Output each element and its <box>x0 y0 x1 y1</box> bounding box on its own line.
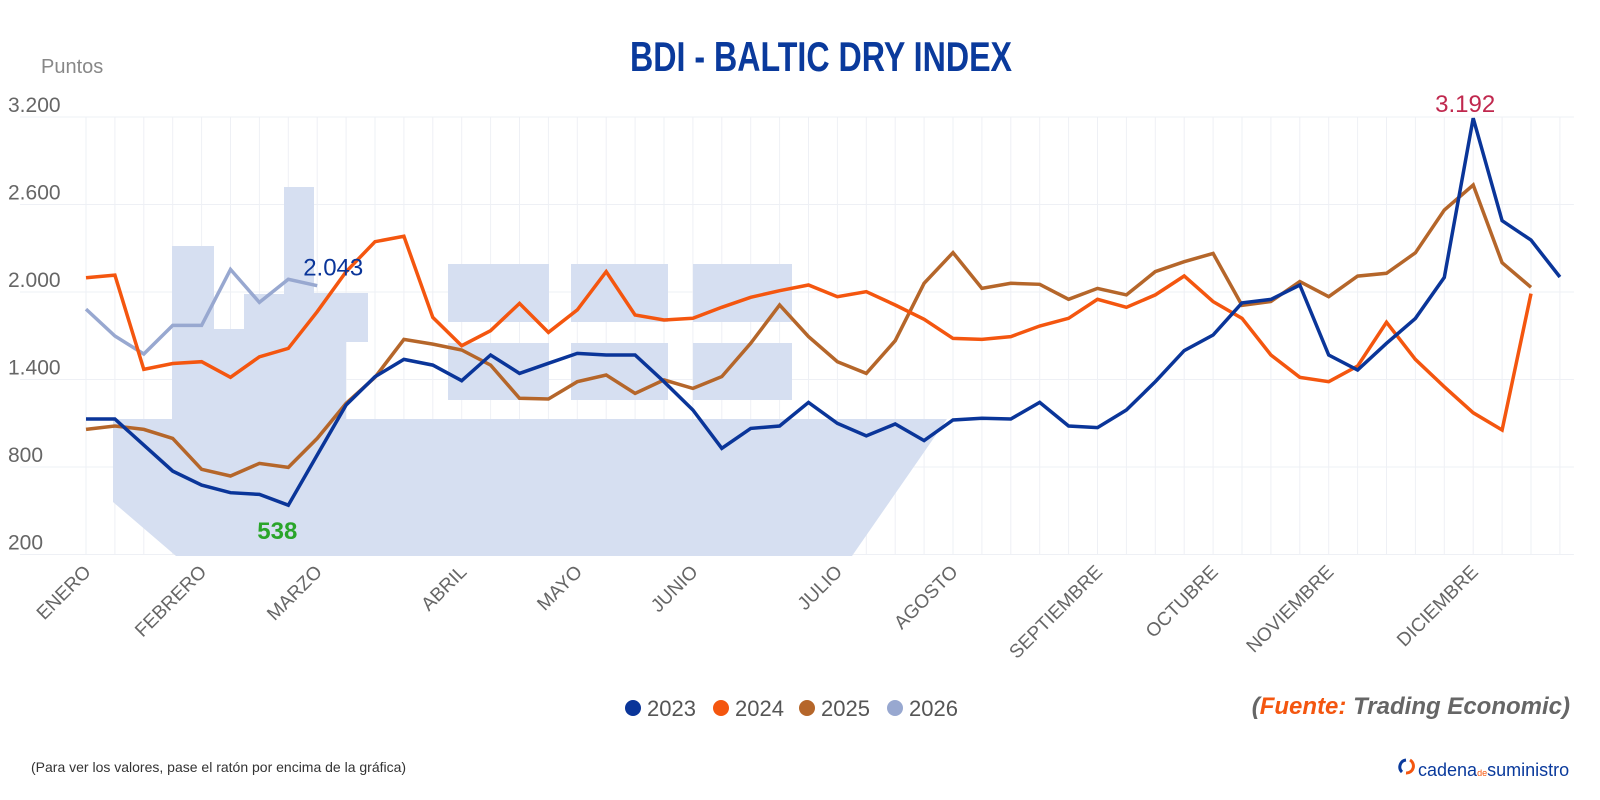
x-tick-label: ENERO <box>33 562 96 625</box>
x-tick-label: MARZO <box>263 562 326 625</box>
x-tick-label: NOVIEMBRE <box>1243 562 1338 657</box>
ship-bridge <box>172 246 214 420</box>
y-tick-label: 1.400 <box>8 357 61 380</box>
ship-bridge <box>214 329 244 420</box>
logo-text: cadenadesuministro <box>1418 760 1569 780</box>
y-tick-label: 2.600 <box>8 182 61 205</box>
series-lines <box>84 117 1562 508</box>
series-line-2023[interactable] <box>86 117 1562 508</box>
series-line-2024[interactable] <box>85 234 1533 433</box>
x-tick-label: AGOSTO <box>890 562 962 634</box>
data-label: 2.043 <box>303 255 363 282</box>
ship-hull <box>113 419 947 556</box>
y-axis-label: Puntos <box>41 56 103 78</box>
source-label: Fuente <box>1260 693 1339 720</box>
legend-marker-2026[interactable] <box>887 700 903 716</box>
ship-container <box>448 264 549 322</box>
chart-title: BDI - BALTIC DRY INDEX <box>630 33 1012 80</box>
x-tick-label: DICIEMBRE <box>1393 562 1483 652</box>
y-tick-label: 2.000 <box>8 269 61 292</box>
y-tick-label: 3.200 <box>8 94 61 117</box>
source-colon: : <box>1338 693 1346 720</box>
ship-bridge <box>314 293 346 420</box>
series-line-2026[interactable] <box>84 266 318 357</box>
x-tick-label: ABRIL <box>418 562 472 616</box>
ship-chimney <box>284 187 314 420</box>
legend-marker-2025[interactable] <box>799 700 815 716</box>
legend-label-2023[interactable]: 2023 <box>647 696 696 721</box>
legend-label-2024[interactable]: 2024 <box>735 696 784 721</box>
legend-label-2025[interactable]: 2025 <box>821 696 870 721</box>
x-tick-label: MAYO <box>533 562 586 615</box>
x-tick-label: JULIO <box>794 562 847 615</box>
x-tick-label: JUNIO <box>647 562 702 617</box>
logo: cadenadesuministro <box>1398 758 1569 780</box>
legend-label-2026[interactable]: 2026 <box>909 696 958 721</box>
logo-arrows-icon <box>1398 758 1415 775</box>
source-text: Trading Economic) <box>1346 693 1570 720</box>
data-label: 3.192 <box>1435 91 1495 118</box>
annotations: 3.192 2.043 538 <box>257 91 1495 545</box>
ship-bridge <box>346 293 368 342</box>
x-tick-label: OCTUBRE <box>1142 562 1223 643</box>
data-label: 538 <box>257 518 297 545</box>
legend-marker-2024[interactable] <box>713 700 729 716</box>
footnote: (Para ver los valores, pase el ratón por… <box>31 759 406 775</box>
ship-watermark <box>113 187 947 556</box>
legend-marker-2023[interactable] <box>625 700 641 716</box>
source-paren: ( <box>1252 693 1263 720</box>
x-tick-label: SEPTIEMBRE <box>1006 562 1107 663</box>
x-tick-label: FEBRERO <box>131 562 211 642</box>
y-tick-label: 200 <box>8 532 43 555</box>
y-tick-label: 800 <box>8 444 43 467</box>
source-note: (Fuente: Trading Economic) <box>1252 693 1570 720</box>
legend: 2023 2024 2025 2026 <box>625 696 958 721</box>
